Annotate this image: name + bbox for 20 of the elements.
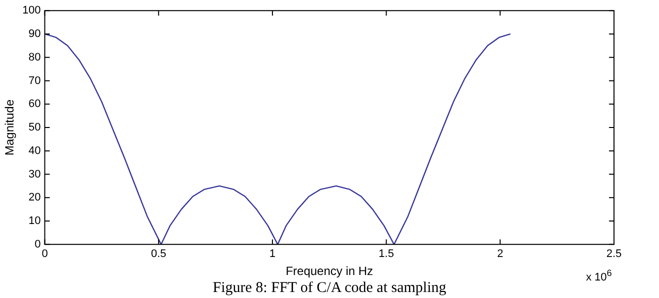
y-tick-label: 50 bbox=[28, 122, 41, 134]
x-tick-label: 0.5 bbox=[150, 248, 166, 260]
y-tick-label: 80 bbox=[28, 51, 41, 64]
caption: Figure 8: FFT of C/A code at sampling bbox=[212, 280, 446, 296]
y-axis-title: Magnitude bbox=[2, 99, 17, 156]
x-tick-label: 2 bbox=[497, 248, 504, 260]
y-tick-label: 90 bbox=[28, 28, 41, 40]
y-tick-label: 70 bbox=[28, 74, 41, 87]
y-tick-label: 40 bbox=[28, 144, 41, 157]
x-tick-label: 1.5 bbox=[378, 248, 394, 260]
y-tick-label: 60 bbox=[28, 98, 41, 110]
x-tick-label: 2.5 bbox=[606, 248, 622, 260]
y-tick-label: 100 bbox=[22, 4, 41, 17]
y-tick-label: 30 bbox=[28, 168, 41, 180]
y-tick-label: 0 bbox=[34, 238, 41, 250]
x-axis-title: Frequency in Hz bbox=[286, 264, 374, 278]
x-tick-label: 1 bbox=[269, 248, 276, 260]
y-tick-label: 20 bbox=[28, 192, 41, 204]
text: x 10$^{6}$ bbox=[586, 268, 612, 284]
y-tick-label: 10 bbox=[28, 215, 41, 228]
